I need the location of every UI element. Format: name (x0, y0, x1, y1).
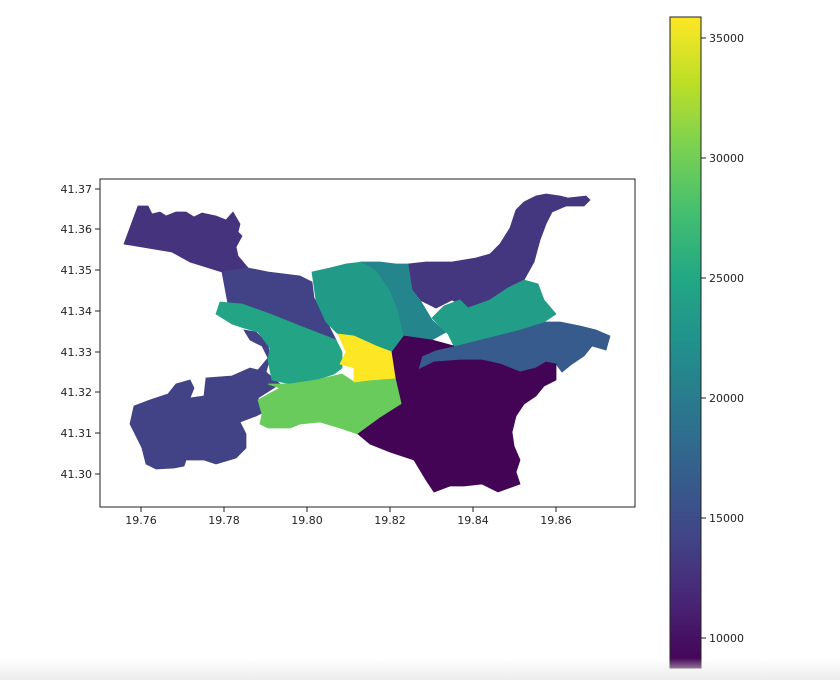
x-tick-label: 19.86 (540, 514, 572, 527)
y-tick-label: 41.36 (61, 223, 93, 236)
y-tick-label: 41.37 (61, 183, 93, 196)
x-tick-label: 19.78 (208, 514, 240, 527)
colorbar-tick-label: 10000 (709, 632, 744, 645)
y-tick-label: 41.35 (61, 264, 93, 277)
y-tick-label: 41.31 (61, 427, 93, 440)
colorbar-tick-label: 20000 (709, 392, 744, 405)
y-tick-label: 41.33 (61, 346, 93, 359)
y-tick-label: 41.34 (61, 305, 93, 318)
region-center-west (215, 301, 343, 385)
colorbar-tick-label: 25000 (709, 272, 744, 285)
x-tick-label: 19.80 (291, 514, 323, 527)
y-tick-label: 41.30 (61, 468, 93, 481)
bottom-fade (0, 658, 840, 680)
colorbar-gradient (669, 16, 702, 669)
region-center-south (257, 373, 403, 435)
x-tick-label: 19.82 (374, 514, 406, 527)
region-center-north-east (360, 261, 447, 341)
region-center-east (431, 279, 557, 347)
colorbar-tick-label: 30000 (709, 152, 744, 165)
colorbar-tick-label: 15000 (709, 512, 744, 525)
y-tick-label: 41.32 (61, 386, 93, 399)
colorbar-tick-label: 35000 (709, 32, 744, 45)
y-axis: 41.30 41.31 41.32 41.33 41.34 41.35 41.3… (61, 183, 100, 481)
x-tick-label: 19.76 (125, 514, 157, 527)
region-center (337, 333, 397, 383)
region-southeast (357, 335, 557, 493)
x-axis: 19.76 19.78 19.80 19.82 19.84 19.86 (125, 507, 572, 527)
x-tick-label: 19.84 (457, 514, 489, 527)
regions (123, 193, 611, 493)
colorbar: 10000 15000 20000 25000 30000 35000 (669, 16, 744, 669)
